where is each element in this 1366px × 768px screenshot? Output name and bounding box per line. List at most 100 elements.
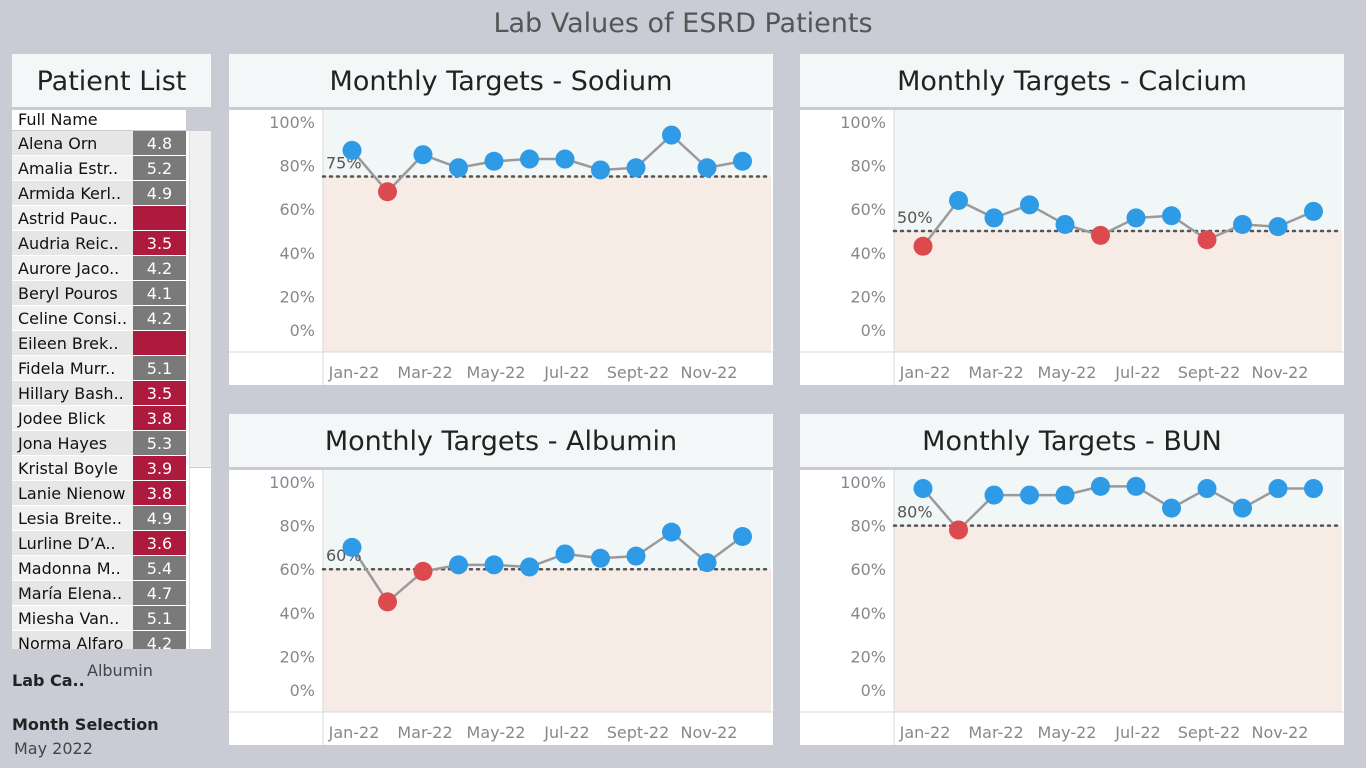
data-point[interactable]	[1126, 476, 1146, 496]
data-point[interactable]	[484, 555, 504, 575]
data-point[interactable]	[591, 160, 610, 180]
patient-row[interactable]: Lesia Breite.. 4.9	[12, 506, 186, 530]
albumin-chart[interactable]: 100% 80% 60% 40% 20% 0% Jan-22 Mar-22 May-22 Jul-…	[229, 470, 773, 745]
patient-row[interactable]: Jodee Blick 3.8	[12, 406, 186, 430]
month-selection-label: Month Selection	[12, 715, 159, 734]
data-point[interactable]	[342, 140, 362, 160]
data-point[interactable]	[626, 546, 646, 566]
patient-row[interactable]: Miesha Van.. 5.1	[12, 606, 186, 630]
data-point[interactable]	[520, 149, 539, 169]
data-point[interactable]	[449, 158, 468, 178]
patient-row[interactable]: Celine Consi.. 4.2	[12, 306, 186, 330]
data-point[interactable]	[1055, 485, 1075, 505]
data-point[interactable]	[1091, 476, 1110, 496]
data-point[interactable]	[484, 151, 504, 171]
data-point[interactable]	[1091, 225, 1110, 245]
patient-list-scrollbar[interactable]	[189, 131, 211, 649]
data-point[interactable]	[1126, 208, 1146, 228]
bun-chart[interactable]: 100% 80% 60% 40% 20% 0% Jan-22 Mar-22 May-22 Jul-…	[800, 470, 1344, 745]
data-point[interactable]	[413, 145, 433, 165]
data-point[interactable]	[1304, 201, 1323, 221]
y-tick-label: 20%	[850, 287, 886, 306]
patient-row[interactable]: Madonna M.. 5.4	[12, 556, 186, 580]
patient-row[interactable]: María Elena.. 4.7	[12, 581, 186, 605]
data-point[interactable]	[662, 522, 681, 542]
data-point[interactable]	[555, 149, 575, 169]
lab-category-filter-value[interactable]: Albumin	[87, 661, 153, 680]
patient-name: Celine Consi..	[12, 306, 133, 330]
patient-row[interactable]: Armida Kerl.. 4.9	[12, 181, 186, 205]
x-tick-label: Jul-22	[543, 363, 589, 382]
data-point[interactable]	[1197, 479, 1217, 499]
data-point[interactable]	[342, 537, 362, 557]
data-point[interactable]	[1304, 479, 1323, 499]
patient-name: Lesia Breite..	[12, 506, 133, 530]
x-tick-label: Jan-22	[899, 363, 951, 382]
data-point[interactable]	[591, 548, 610, 568]
patient-name: Jodee Blick	[12, 406, 133, 430]
data-point[interactable]	[1055, 214, 1075, 234]
data-point[interactable]	[378, 592, 397, 612]
x-tick-label: Nov-22	[681, 363, 738, 382]
data-point[interactable]	[449, 555, 468, 575]
data-point[interactable]	[1162, 498, 1181, 518]
data-point[interactable]	[984, 208, 1004, 228]
chart-title: Monthly Targets - BUN	[800, 414, 1344, 467]
patient-row[interactable]: Beryl Pouros 4.1	[12, 281, 186, 305]
patient-row[interactable]: Lurline D’A.. 3.6	[12, 531, 186, 555]
data-point[interactable]	[1233, 498, 1252, 518]
patient-row[interactable]: Norma Alfaro 4.2	[12, 631, 186, 649]
patient-row[interactable]: Fidela Murr.. 5.1	[12, 356, 186, 380]
above-target-band	[894, 110, 1342, 231]
data-point[interactable]	[1020, 195, 1039, 215]
scrollbar-thumb[interactable]	[190, 131, 211, 468]
patient-lab-value: 3.9	[133, 456, 186, 480]
data-point[interactable]	[1268, 217, 1288, 237]
data-point[interactable]	[1268, 479, 1288, 499]
patient-row[interactable]: Audria Reic.. 3.5	[12, 231, 186, 255]
patient-row[interactable]: Eileen Brek..	[12, 331, 186, 355]
data-point[interactable]	[1197, 230, 1217, 250]
data-point[interactable]	[733, 151, 752, 171]
patient-row[interactable]: Amalia Estr.. 5.2	[12, 156, 186, 180]
chart-title: Monthly Targets - Sodium	[229, 54, 773, 107]
calcium-chart[interactable]: 100% 80% 60% 40% 20% 0% Jan-22 Mar-22 May-22 Jul-…	[800, 110, 1344, 385]
full-name-column-header[interactable]: Full Name	[12, 110, 186, 130]
data-point[interactable]	[984, 485, 1004, 505]
patient-row[interactable]: Aurore Jaco.. 4.2	[12, 256, 186, 280]
y-tick-label: 80%	[850, 157, 886, 176]
target-label: 80%	[897, 503, 933, 522]
data-point[interactable]	[555, 544, 575, 564]
sodium-chart[interactable]: 100% 80% 60% 40% 20% 0% Jan-22 Mar-22 May-22 Jul-…	[229, 110, 773, 385]
data-point[interactable]	[949, 190, 968, 210]
patient-name: Jona Hayes	[12, 431, 133, 455]
patient-row[interactable]: Jona Hayes 5.3	[12, 431, 186, 455]
data-point[interactable]	[1020, 485, 1039, 505]
data-point[interactable]	[378, 182, 397, 202]
patient-row[interactable]: Alena Orn 4.8	[12, 131, 186, 155]
data-point[interactable]	[697, 158, 717, 178]
target-label: 50%	[897, 208, 933, 227]
data-point[interactable]	[697, 553, 717, 573]
data-point[interactable]	[1162, 206, 1181, 226]
chart-title: Monthly Targets - Albumin	[229, 414, 773, 467]
data-point[interactable]	[520, 557, 539, 577]
patient-lab-value: 4.8	[133, 131, 186, 155]
month-selection-value[interactable]: May 2022	[14, 739, 93, 758]
patient-lab-value: 5.1	[133, 356, 186, 380]
data-point[interactable]	[662, 125, 681, 145]
data-point[interactable]	[1233, 214, 1252, 234]
patient-row[interactable]: Astrid Pauc..	[12, 206, 186, 230]
data-point[interactable]	[913, 236, 933, 256]
patient-row[interactable]: Lanie Nienow 3.8	[12, 481, 186, 505]
data-point[interactable]	[733, 527, 752, 546]
data-point[interactable]	[949, 520, 968, 540]
data-point[interactable]	[626, 158, 646, 178]
x-tick-label: Sept-22	[607, 363, 670, 382]
data-point[interactable]	[413, 561, 433, 581]
data-point[interactable]	[913, 479, 933, 499]
patient-row[interactable]: Kristal Boyle 3.9	[12, 456, 186, 480]
patient-row[interactable]: Hillary Bash.. 3.5	[12, 381, 186, 405]
patient-name: Fidela Murr..	[12, 356, 133, 380]
bun-chart-card: Monthly Targets - BUN 100% 80% 60% 40% 20% 0%…	[800, 414, 1344, 745]
